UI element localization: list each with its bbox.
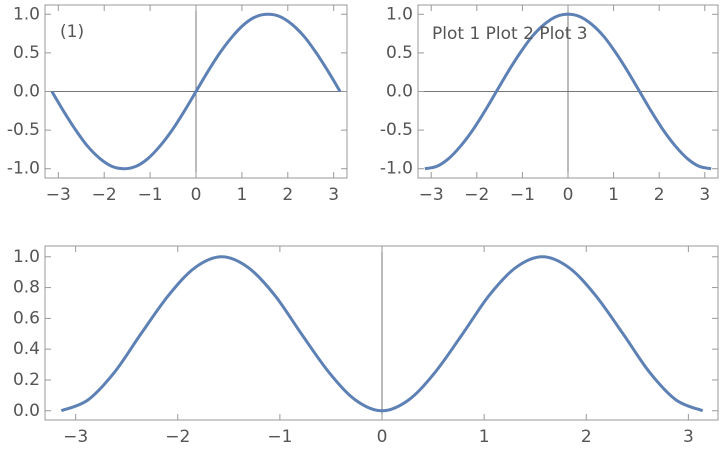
y-tick-label: -0.5 bbox=[7, 120, 40, 140]
y-tick-label: 0.0 bbox=[13, 401, 40, 421]
x-tick-label: 0 bbox=[563, 185, 574, 205]
annotation: (1) bbox=[60, 22, 84, 42]
y-tick-label: 1.0 bbox=[13, 247, 40, 267]
y-tick-label: 0.0 bbox=[386, 82, 413, 102]
y-tick-label: 1.0 bbox=[386, 4, 413, 24]
y-tick-label: 0.4 bbox=[13, 339, 40, 359]
x-tick-label: −2 bbox=[464, 185, 489, 205]
x-tick-label: 3 bbox=[683, 427, 694, 447]
x-tick-label: 0 bbox=[191, 185, 202, 205]
x-tick-label: 0 bbox=[377, 427, 388, 447]
y-tick-label: 0.8 bbox=[13, 278, 40, 298]
line bbox=[60, 255, 704, 413]
x-tick-label: −2 bbox=[92, 185, 117, 205]
x-tick-label: 2 bbox=[282, 185, 293, 205]
x-tick-label: −2 bbox=[165, 427, 190, 447]
y-tick-label: 0.2 bbox=[13, 370, 40, 390]
y-tick-label: -1.0 bbox=[380, 159, 413, 179]
x-tick-label: 1 bbox=[479, 427, 490, 447]
x-tick-label: 1 bbox=[608, 185, 619, 205]
y-tick-label: 0.5 bbox=[13, 43, 40, 63]
y-tick-label: -1.0 bbox=[7, 159, 40, 179]
x-tick-label: −3 bbox=[46, 185, 71, 205]
x-tick-label: 3 bbox=[699, 185, 710, 205]
y-tick-label: 1.0 bbox=[13, 4, 40, 24]
line bbox=[50, 12, 342, 171]
annotation: Plot 1 Plot 2 Plot 3 bbox=[432, 24, 588, 44]
x-tick-label: 1 bbox=[236, 185, 247, 205]
x-tick-label: −1 bbox=[510, 185, 535, 205]
x-tick-label: 2 bbox=[581, 427, 592, 447]
x-tick-label: −3 bbox=[63, 427, 88, 447]
y-tick-label: -0.5 bbox=[380, 120, 413, 140]
x-tick-label: 3 bbox=[328, 185, 339, 205]
x-tick-label: −3 bbox=[419, 185, 444, 205]
line bbox=[424, 12, 712, 171]
y-tick-label: 0.6 bbox=[13, 308, 40, 328]
x-tick-label: 2 bbox=[654, 185, 665, 205]
x-tick-label: −1 bbox=[138, 185, 163, 205]
x-tick-label: −1 bbox=[267, 427, 292, 447]
plot-frame bbox=[44, 245, 719, 421]
y-tick-label: 0.0 bbox=[13, 82, 40, 102]
y-tick-label: 0.5 bbox=[386, 43, 413, 63]
